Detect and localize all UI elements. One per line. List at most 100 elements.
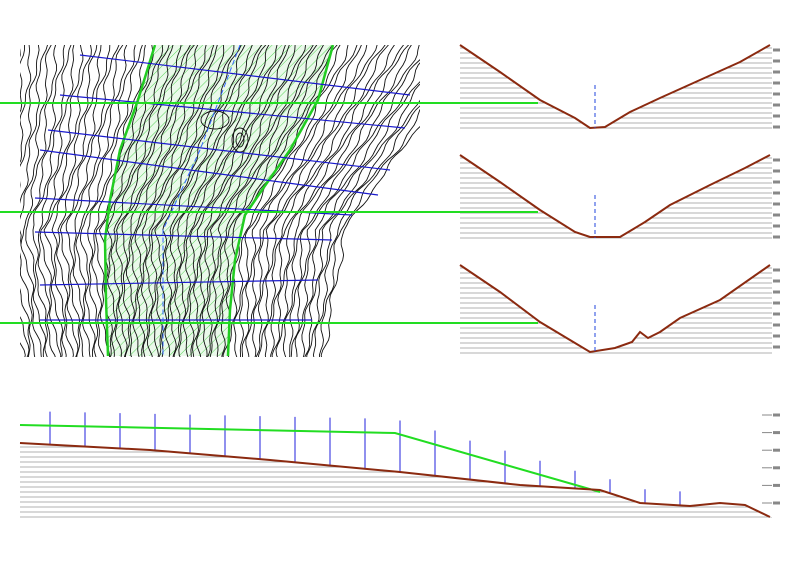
contour-line bbox=[301, 81, 420, 357]
contour-line bbox=[222, 45, 334, 357]
contour-line bbox=[318, 108, 420, 357]
channel-edge bbox=[226, 45, 335, 357]
sky-mask bbox=[458, 153, 772, 237]
scale-tick bbox=[773, 279, 780, 283]
cross-section bbox=[0, 263, 780, 354]
contour-line bbox=[32, 45, 72, 357]
scale-tick bbox=[773, 268, 780, 272]
section-line bbox=[79, 54, 411, 96]
scale-tick bbox=[773, 48, 780, 52]
scale-tick bbox=[773, 345, 780, 349]
scale-tick bbox=[773, 103, 780, 107]
ground-line bbox=[459, 264, 771, 354]
contour-line bbox=[209, 45, 314, 357]
scale-tick bbox=[773, 202, 780, 206]
contour-line bbox=[178, 45, 267, 357]
contour-line bbox=[214, 45, 318, 357]
contour-line bbox=[39, 45, 84, 357]
contour-line bbox=[115, 45, 182, 357]
contour-line bbox=[20, 45, 32, 357]
scale-tick bbox=[773, 312, 780, 316]
scale-tick bbox=[773, 290, 780, 294]
scale-tick bbox=[773, 114, 780, 118]
contour-line bbox=[91, 45, 146, 357]
design-line bbox=[19, 424, 601, 493]
contour-line bbox=[306, 99, 420, 357]
scale-tick bbox=[773, 301, 780, 305]
contour-line bbox=[0, 40, 13, 360]
contour-line bbox=[130, 45, 199, 357]
contour-line bbox=[264, 45, 389, 357]
contour-line bbox=[20, 48, 21, 58]
contour-line bbox=[239, 45, 349, 357]
contour-line bbox=[188, 45, 278, 357]
contour-line bbox=[20, 45, 26, 113]
contour-line bbox=[20, 45, 48, 357]
cross-section bbox=[0, 43, 780, 130]
plan-view bbox=[0, 40, 420, 360]
channel-edge bbox=[103, 45, 157, 357]
section-line bbox=[34, 231, 333, 241]
scale-tick bbox=[773, 125, 780, 129]
scale-tick bbox=[773, 169, 780, 173]
contour-line bbox=[20, 45, 52, 357]
contour-line bbox=[154, 45, 235, 357]
ground-profile bbox=[19, 442, 771, 518]
scale-tick bbox=[773, 213, 780, 217]
section-line bbox=[39, 149, 379, 196]
contour-line bbox=[294, 62, 420, 357]
contour-line bbox=[79, 45, 136, 357]
contour-line bbox=[87, 45, 143, 357]
contour-line bbox=[121, 45, 191, 357]
contour-line bbox=[169, 45, 253, 357]
section-line bbox=[59, 94, 406, 129]
contour-line bbox=[140, 45, 215, 357]
scale-tick bbox=[773, 92, 780, 96]
contour-line bbox=[134, 45, 207, 357]
centerline bbox=[162, 45, 241, 355]
contour-line bbox=[192, 45, 286, 357]
contour-line bbox=[252, 45, 368, 357]
scale-tick bbox=[773, 191, 780, 195]
contour-line bbox=[20, 45, 58, 357]
ground-line bbox=[459, 44, 771, 130]
section-line bbox=[47, 129, 391, 171]
contour-line bbox=[145, 45, 218, 357]
scale-tick bbox=[773, 334, 780, 338]
contour-line bbox=[320, 125, 420, 357]
contour-line bbox=[275, 45, 409, 357]
longitudinal-profile bbox=[19, 411, 780, 518]
contour-line bbox=[258, 45, 386, 357]
contour-line bbox=[196, 45, 290, 357]
contour-line bbox=[289, 45, 420, 357]
contour-line bbox=[255, 45, 378, 357]
scale-tick bbox=[773, 483, 780, 487]
contour-line bbox=[271, 45, 404, 357]
contour-line bbox=[282, 45, 412, 357]
contour-line bbox=[110, 45, 174, 357]
scale-tick bbox=[773, 448, 780, 452]
contour-knoll bbox=[200, 110, 230, 130]
cross-section bbox=[0, 153, 780, 239]
contour-line bbox=[270, 45, 395, 357]
contour-line bbox=[43, 45, 92, 357]
cross-sections bbox=[0, 43, 780, 354]
scale-tick bbox=[773, 158, 780, 162]
sky-mask bbox=[20, 440, 772, 517]
contour-line bbox=[37, 45, 75, 357]
contour-line bbox=[164, 45, 246, 357]
contour-line bbox=[25, 45, 65, 357]
scale-tick bbox=[773, 70, 780, 74]
scale-tick bbox=[773, 413, 780, 417]
contour-line bbox=[51, 45, 98, 357]
contour-line bbox=[241, 45, 358, 357]
scale-tick bbox=[773, 59, 780, 63]
sky-mask bbox=[458, 43, 772, 128]
scale-tick bbox=[773, 466, 780, 470]
contour-line bbox=[304, 83, 420, 357]
contour-line bbox=[206, 45, 306, 357]
contour-line bbox=[20, 45, 40, 357]
contour-line bbox=[106, 45, 170, 357]
contour-line bbox=[245, 45, 362, 357]
